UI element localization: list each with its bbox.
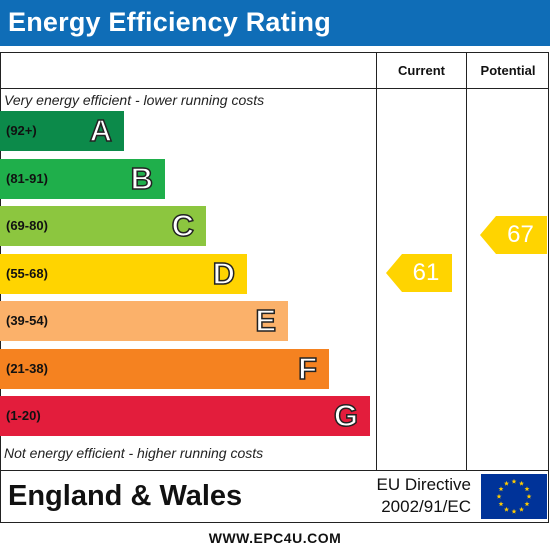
flag-star-icon: [511, 478, 517, 484]
band-letter: E: [255, 302, 277, 339]
band-range: (92+): [6, 123, 37, 138]
divider-current: [376, 52, 377, 471]
bottom-note: Not energy efficient - higher running co…: [4, 445, 264, 461]
band-range: (1-20): [6, 408, 41, 423]
directive-line-1: EU Directive: [376, 475, 471, 494]
band-letter: C: [171, 207, 195, 244]
band-c: (69-80) C: [0, 206, 206, 246]
band-letter: B: [130, 160, 154, 197]
divider-potential: [466, 52, 467, 471]
band-a: (92+) A: [0, 111, 124, 151]
title-bar: Energy Efficiency Rating: [0, 0, 550, 46]
directive-line-2: 2002/91/EC: [381, 497, 471, 516]
footer-divider: [0, 470, 549, 471]
band-letter: G: [333, 397, 359, 434]
band-f: (21-38) F: [0, 348, 329, 389]
flag-star-icon: [524, 486, 530, 492]
chart-title: Energy Efficiency Rating: [8, 7, 331, 37]
band-d: (55-68) D: [0, 253, 247, 294]
current-rating-value: 61: [412, 258, 440, 286]
header-divider: [0, 88, 549, 89]
band-range: (81-91): [6, 170, 48, 186]
potential-rating-arrow: 67: [480, 215, 547, 254]
band-range: (55-68): [6, 265, 48, 281]
flag-star-icon: [496, 493, 502, 499]
flag-star-icon: [498, 501, 504, 507]
band-range: (69-80): [6, 218, 48, 233]
eu-directive: EU Directive 2002/91/EC: [361, 474, 471, 518]
band-range: (39-54): [6, 313, 48, 328]
eu-flag-icon: [481, 474, 547, 519]
website-url: WWW.EPC4U.COM: [208, 530, 342, 546]
flag-star-icon: [519, 480, 524, 486]
band-letter: D: [212, 255, 236, 292]
band-letter: F: [297, 350, 317, 387]
flag-star-icon: [524, 501, 530, 507]
top-note: Very energy efficient - lower running co…: [4, 92, 265, 108]
band-g: (1-20) G: [0, 396, 370, 436]
flag-star-icon: [498, 486, 504, 492]
current-rating-arrow: 61: [386, 253, 452, 292]
potential-rating-value: 67: [507, 220, 534, 248]
band-e: (39-54) E: [0, 301, 288, 341]
flag-star-icon: [519, 506, 524, 512]
band-range: (21-38): [6, 360, 48, 376]
flag-star-icon: [504, 480, 509, 486]
flag-star-icon: [526, 493, 532, 499]
footer-country: England & Wales: [8, 480, 243, 512]
band-b: (81-91) B: [0, 158, 165, 199]
flag-star-icon: [504, 506, 509, 512]
band-letter: A: [89, 112, 113, 149]
column-header-current: Current: [398, 63, 445, 78]
column-header-potential: Potential: [480, 63, 536, 78]
flag-star-icon: [511, 508, 517, 514]
